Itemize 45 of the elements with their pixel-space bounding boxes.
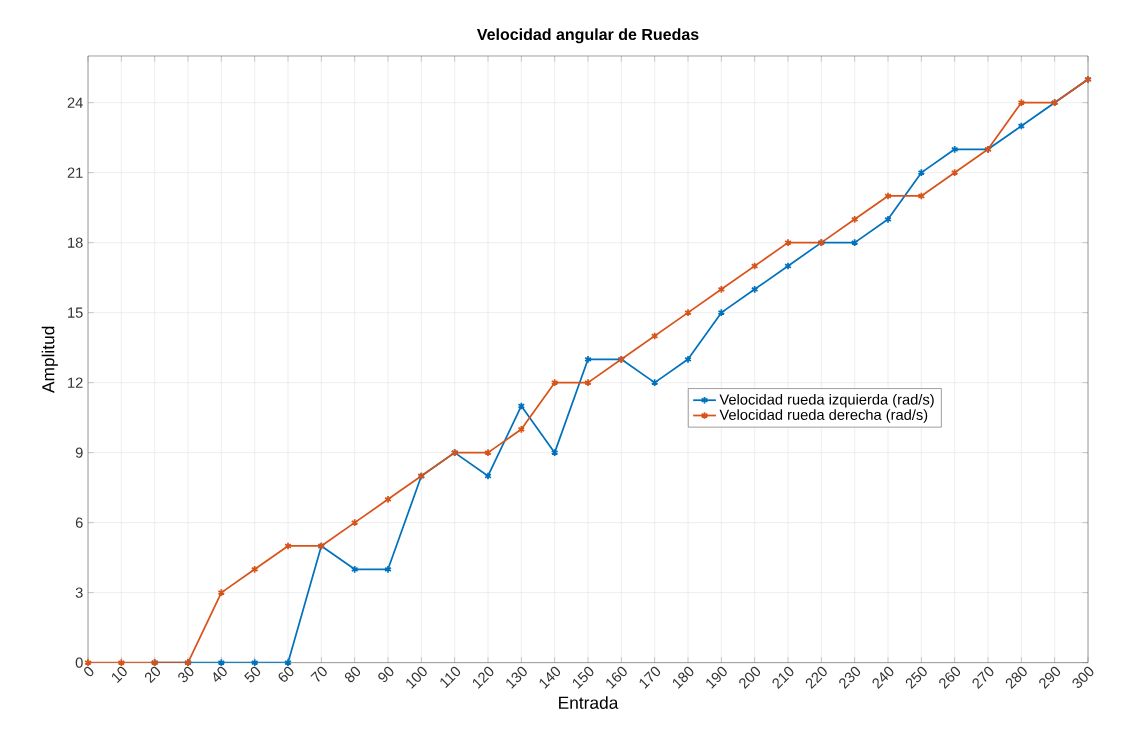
- y-tick-label: 12: [68, 377, 83, 388]
- x-tick-label: 250: [905, 666, 927, 689]
- x-tick-label: 140: [539, 666, 561, 689]
- x-tick-label: 220: [805, 666, 827, 689]
- x-tick-label: 290: [1039, 666, 1061, 689]
- x-tick-label: 180: [672, 666, 694, 689]
- x-tick-label: 10: [112, 666, 127, 683]
- chart-title: Velocidad angular de Ruedas: [476, 28, 699, 44]
- x-tick-label: 30: [178, 666, 194, 683]
- x-tick-label: 0: [84, 666, 94, 677]
- x-tick-label: 110: [440, 666, 461, 688]
- x-axis-title: Entrada: [559, 696, 619, 709]
- legend-label: Velocidad rueda derecha (rad/s): [719, 409, 928, 423]
- x-tick-label: 300: [1072, 666, 1094, 688]
- x-tick-label: 60: [278, 666, 294, 682]
- y-tick-label: 18: [68, 237, 83, 248]
- y-tick-label: 3: [75, 587, 83, 598]
- x-tick-label: 100: [406, 666, 427, 689]
- x-tick-label: 120: [472, 666, 494, 689]
- x-tick-label: 130: [506, 666, 527, 689]
- x-tick-label: 50: [244, 666, 261, 683]
- y-tick-label: 15: [68, 307, 83, 318]
- x-tick-label: 210: [772, 666, 794, 689]
- x-tick-label: 200: [739, 666, 761, 689]
- y-tick-label: 21: [67, 167, 83, 178]
- x-tick-label: 150: [572, 666, 594, 689]
- y-tick-label: 9: [75, 447, 83, 458]
- x-tick-label: 230: [839, 666, 861, 689]
- legend-label: Velocidad rueda izquierda (rad/s): [719, 393, 934, 408]
- y-tick-label: 0: [75, 657, 83, 668]
- x-tick-label: 160: [606, 666, 627, 689]
- y-tick-label: 24: [67, 97, 83, 108]
- x-tick-label: 70: [310, 666, 327, 682]
- x-tick-label: 280: [1005, 666, 1027, 689]
- x-tick-label: 190: [706, 666, 727, 689]
- x-tick-label: 170: [639, 666, 661, 689]
- x-tick-label: 240: [872, 666, 894, 689]
- x-tick-label: 40: [213, 666, 227, 682]
- y-tick-label: 6: [75, 517, 83, 528]
- y-axis-title: Amplitud: [41, 326, 58, 393]
- x-tick-label: 20: [144, 666, 161, 684]
- x-tick-label: 270: [972, 666, 994, 689]
- x-tick-label: 260: [939, 666, 961, 689]
- x-tick-label: 80: [344, 666, 361, 683]
- x-tick-label: 90: [378, 666, 394, 683]
